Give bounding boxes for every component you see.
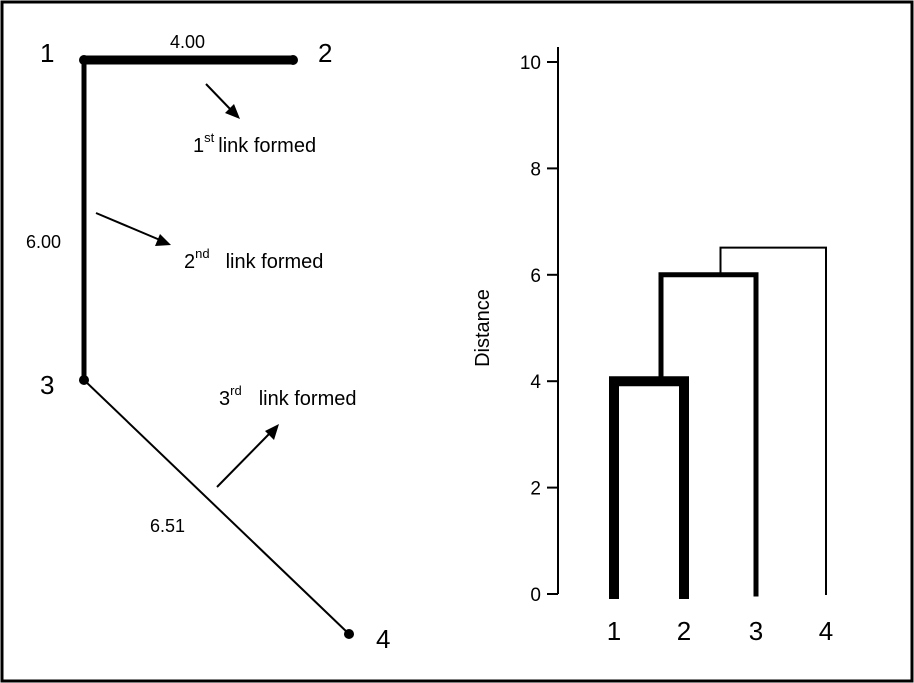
edge-1-3-label: 6.00 <box>26 232 61 252</box>
y-tick-label-6: 6 <box>530 266 541 287</box>
leaf-label-2: 2 <box>677 616 691 646</box>
leaf-label-4: 4 <box>819 616 833 646</box>
node-3-dot <box>79 375 89 385</box>
annotation-3rd-suffix: rd <box>230 383 242 398</box>
branch-merge-123-4 <box>719 246 827 595</box>
leaf-label-1: 1 <box>607 616 621 646</box>
arrow-2nd-link <box>95 212 171 246</box>
node-4-dot <box>344 629 354 639</box>
arrow-1st-link <box>205 83 240 119</box>
y-tick-label-4: 4 <box>530 372 541 393</box>
annotation-1st-ordinal: 1 <box>193 135 204 157</box>
annotation-1st-suffix: st <box>204 130 215 145</box>
annotation-1st-text: link formed <box>218 135 316 157</box>
annotation-2nd-text: link formed <box>226 251 324 273</box>
y-tick-label-8: 8 <box>530 159 541 180</box>
annotation-2nd-link: 2nd link formed <box>184 246 323 273</box>
y-tick-label-2: 2 <box>530 479 541 500</box>
annotation-2nd-suffix: nd <box>195 246 209 261</box>
y-tick-label-10: 10 <box>520 53 541 74</box>
node-1-dot <box>79 55 89 65</box>
link-graph: 1 2 3 4 4.00 6.00 6.51 1st link formed 2n… <box>26 32 390 654</box>
annotation-2nd-ordinal: 2 <box>184 251 195 273</box>
edge-3-4-label: 6.51 <box>150 516 185 536</box>
branch-merge-1-2 <box>609 376 689 599</box>
leaf-labels: 1 2 3 4 <box>607 616 833 646</box>
node-2-label: 2 <box>318 38 332 68</box>
y-tick-label-0: 0 <box>530 585 541 606</box>
node-1-label: 1 <box>40 38 54 68</box>
node-4-label: 4 <box>376 624 390 654</box>
edge-3-4 <box>83 379 350 635</box>
y-axis-title: Distance <box>472 289 494 367</box>
arrow-3rd-link <box>216 424 279 488</box>
y-ticks: 0 2 4 6 8 10 <box>520 53 558 606</box>
annotation-1st-link: 1st link formed <box>193 130 316 157</box>
branch-merge-12-3 <box>658 272 759 597</box>
node-2-dot <box>288 55 298 65</box>
annotation-3rd-link: 3rd link formed <box>219 383 357 410</box>
annotation-3rd-ordinal: 3 <box>219 388 230 410</box>
node-3-label: 3 <box>40 370 54 400</box>
edge-1-2-label: 4.00 <box>170 32 205 52</box>
dendrogram-branches <box>609 246 827 599</box>
leaf-label-3: 3 <box>749 616 763 646</box>
annotation-3rd-text: link formed <box>259 388 357 410</box>
